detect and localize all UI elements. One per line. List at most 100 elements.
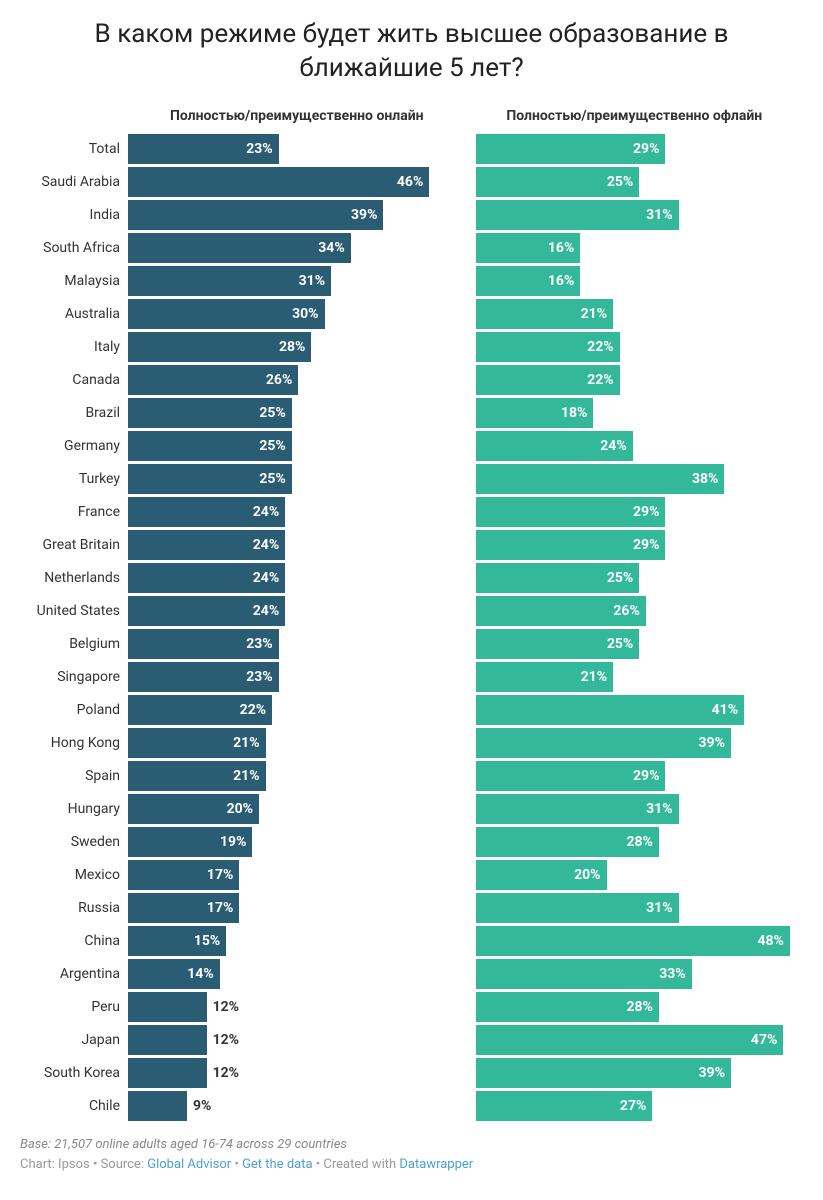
table-row: South Korea12%39%: [20, 1058, 803, 1088]
bar-col-offline: 21%: [466, 299, 804, 329]
bar: 19%: [128, 827, 252, 857]
bar-value: 38%: [692, 471, 718, 487]
col-header-offline: Полностью/преимущественно офлайн: [466, 108, 804, 124]
chart-rows: Total23%29%Saudi Arabia46%25%India39%31%…: [20, 134, 803, 1121]
table-row: Germany25%24%: [20, 431, 803, 461]
row-label: Total: [20, 141, 128, 157]
bar-value: 41%: [712, 702, 738, 718]
row-label: Canada: [20, 372, 128, 388]
bar-value: 46%: [397, 174, 423, 190]
bar-col-online: 25%: [128, 431, 466, 461]
bar-value: 12%: [213, 1065, 239, 1081]
bar-col-online: 24%: [128, 596, 466, 626]
bar: 25%: [128, 398, 292, 428]
footer-base: Base: 21,507 online adults aged 16-74 ac…: [20, 1135, 803, 1156]
bar-col-online: 25%: [128, 398, 466, 428]
bar: 16%: [476, 233, 581, 263]
col-header-online: Полностью/преимущественно онлайн: [128, 108, 466, 124]
bar-col-offline: 39%: [466, 1058, 804, 1088]
bar: 22%: [476, 365, 620, 395]
bar-col-online: 31%: [128, 266, 466, 296]
row-label: France: [20, 504, 128, 520]
bar-col-offline: 21%: [466, 662, 804, 692]
bar-col-online: 12%: [128, 1058, 466, 1088]
footer-source-link[interactable]: Global Advisor: [147, 1157, 231, 1172]
bar-col-offline: 16%: [466, 266, 804, 296]
bar-col-offline: 31%: [466, 794, 804, 824]
bar-col-online: 23%: [128, 134, 466, 164]
bar-value: 22%: [587, 372, 613, 388]
footer-created-link[interactable]: Datawrapper: [399, 1157, 473, 1172]
bar-col-offline: 29%: [466, 530, 804, 560]
footer-getdata-link[interactable]: Get the data: [242, 1157, 312, 1172]
bar-col-offline: 22%: [466, 332, 804, 362]
bar-value: 23%: [246, 669, 272, 685]
bar-value: 48%: [757, 933, 783, 949]
bar-value: 25%: [259, 405, 285, 421]
bar: 31%: [476, 893, 679, 923]
footer-sep-2: •: [231, 1157, 242, 1172]
row-label: Brazil: [20, 405, 128, 421]
bar: 21%: [476, 299, 614, 329]
bar-value: 22%: [240, 702, 266, 718]
bar: 23%: [128, 662, 279, 692]
bar-col-online: 34%: [128, 233, 466, 263]
row-label: Poland: [20, 702, 128, 718]
bar: 47%: [476, 1025, 784, 1055]
row-label: Sweden: [20, 834, 128, 850]
bar: 20%: [128, 794, 259, 824]
column-headers: Полностью/преимущественно онлайн Полност…: [20, 108, 803, 124]
bar-value: 23%: [246, 636, 272, 652]
row-label: Saudi Arabia: [20, 174, 128, 190]
bar-col-online: 25%: [128, 464, 466, 494]
bar-col-offline: 28%: [466, 992, 804, 1022]
bar-value: 19%: [220, 834, 246, 850]
bar-value: 14%: [187, 966, 213, 982]
bar: 18%: [476, 398, 594, 428]
bar: 15%: [128, 926, 226, 956]
table-row: United States24%26%: [20, 596, 803, 626]
bar: 25%: [128, 464, 292, 494]
bar: 24%: [128, 563, 285, 593]
table-row: Russia17%31%: [20, 893, 803, 923]
bar: 17%: [128, 893, 239, 923]
bar: 12%: [128, 1058, 207, 1088]
row-label: Mexico: [20, 867, 128, 883]
bar-col-online: 21%: [128, 761, 466, 791]
bar-col-online: 12%: [128, 992, 466, 1022]
bar: 46%: [128, 167, 429, 197]
bar-col-offline: 27%: [466, 1091, 804, 1121]
table-row: Italy28%22%: [20, 332, 803, 362]
row-label: Peru: [20, 999, 128, 1015]
table-row: Total23%29%: [20, 134, 803, 164]
table-row: Netherlands24%25%: [20, 563, 803, 593]
bar: 16%: [476, 266, 581, 296]
table-row: South Africa34%16%: [20, 233, 803, 263]
bar-col-offline: 31%: [466, 893, 804, 923]
bar: 17%: [128, 860, 239, 890]
table-row: Great Britain24%29%: [20, 530, 803, 560]
table-row: Brazil 25% 18%: [20, 398, 803, 428]
bar-col-offline: 47%: [466, 1025, 804, 1055]
row-label: South Korea: [20, 1065, 128, 1081]
bar-value: 12%: [213, 999, 239, 1015]
bar-col-offline: 48%: [466, 926, 804, 956]
bar: 39%: [476, 728, 731, 758]
bar-col-online: 26%: [128, 365, 466, 395]
table-row: Belgium23%25%: [20, 629, 803, 659]
bar: 28%: [128, 332, 311, 362]
bar-col-offline: 39%: [466, 728, 804, 758]
bar-col-online: 22%: [128, 695, 466, 725]
row-label: Belgium: [20, 636, 128, 652]
bar-value: 29%: [633, 537, 659, 553]
bar-col-offline: 25%: [466, 167, 804, 197]
bar: 31%: [476, 200, 679, 230]
bar-value: 20%: [574, 867, 600, 883]
footer-source-prefix: Source:: [101, 1157, 148, 1172]
bar-col-offline: 16%: [466, 233, 804, 263]
bar-value: 39%: [699, 1065, 725, 1081]
bar: 25%: [128, 431, 292, 461]
bar-col-offline: 31%: [466, 200, 804, 230]
bar-value: 25%: [607, 570, 633, 586]
bar: 34%: [128, 233, 351, 263]
